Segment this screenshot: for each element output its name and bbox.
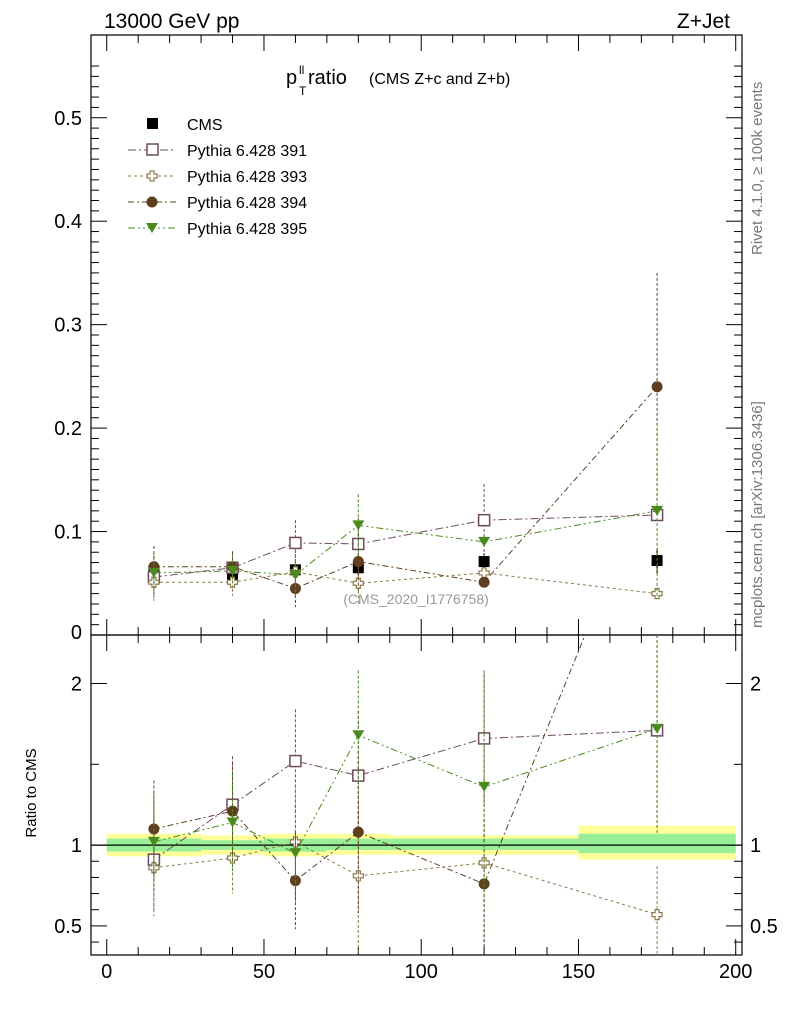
series-point-391-2 xyxy=(289,536,302,550)
legend-marker-391 xyxy=(146,143,159,156)
legend-label-395: Pythia 6.428 395 xyxy=(187,221,307,238)
header-process-label: Z+Jet xyxy=(677,10,730,33)
series-point-393-4 xyxy=(478,567,490,579)
ratio-y-tick-label-r-1: 1 xyxy=(750,835,761,857)
x-tick-label-2: 100 xyxy=(405,961,438,983)
legend-entry-394: Pythia 6.428 394 xyxy=(128,195,307,212)
ratio-point-393-4 xyxy=(478,857,490,869)
legend-label-393: Pythia 6.428 393 xyxy=(187,169,307,186)
x-tick-label-4: 200 xyxy=(719,961,752,983)
ratio-point-395-0 xyxy=(147,836,160,847)
ratio-point-395-2 xyxy=(289,848,302,859)
legend-entry-391: Pythia 6.428 391 xyxy=(128,143,307,160)
series-point-394-2 xyxy=(289,582,301,594)
main-y-tick-label-4: 0.4 xyxy=(54,211,82,233)
side-label-mcplots: mcplots.cern.ch [arXiv:1306.3436] xyxy=(749,401,766,628)
title-subscript: T xyxy=(299,84,307,98)
series-point-394-4 xyxy=(478,576,490,588)
ratio-y-tick-label-r-2: 2 xyxy=(750,673,761,695)
ratio-point-391-2 xyxy=(289,754,302,768)
analysis-watermark: (CMS_2020_I1776758) xyxy=(343,591,489,607)
x-tick-label-0: 0 xyxy=(101,961,112,983)
ratio-point-393-3 xyxy=(352,870,364,882)
ratio-y-tick-label-l-0: 0.5 xyxy=(54,916,82,938)
series-line-394 xyxy=(153,386,658,589)
series-point-395-5 xyxy=(651,505,664,516)
legend-marker-394 xyxy=(146,196,158,208)
legend-label-394: Pythia 6.428 394 xyxy=(187,195,307,212)
main-y-tick-label-2: 0.2 xyxy=(54,418,82,440)
ratio-point-395-4 xyxy=(478,781,491,792)
ratio-axis-label: Ratio to CMS xyxy=(23,748,40,837)
legend-entry-393: Pythia 6.428 393 xyxy=(128,169,307,186)
title-ratio: ratio xyxy=(308,67,347,89)
legend-label-391: Pythia 6.428 391 xyxy=(187,143,307,160)
series-point-395-4 xyxy=(478,536,491,547)
title-subtitle: (CMS Z+c and Z+b) xyxy=(369,71,510,88)
ratio-point-395-1 xyxy=(226,817,239,828)
title-p: p xyxy=(286,67,297,89)
title-superscript: ll xyxy=(299,63,304,77)
series-line-393 xyxy=(153,571,658,595)
series-line-395 xyxy=(153,510,658,576)
legend: CMS Pythia 6.428 391 Pythia 6.428 393 Py… xyxy=(128,117,307,238)
band-green-5 xyxy=(578,833,736,854)
main-y-tick-label-5: 0.5 xyxy=(54,108,82,130)
ratio-line-393 xyxy=(153,841,658,916)
main-y-tick-label-0: 0 xyxy=(71,622,82,644)
series-point-394-3 xyxy=(352,556,364,568)
legend-marker-395 xyxy=(146,223,158,233)
ratio-y-tick-label-l-2: 2 xyxy=(71,673,82,695)
legend-entry-395: Pythia 6.428 395 xyxy=(128,221,307,238)
main-y-tick-label-3: 0.3 xyxy=(54,315,82,337)
plot-marks xyxy=(147,272,664,954)
legend-entry-cms: CMS xyxy=(147,117,223,134)
ratio-panel-frame xyxy=(90,634,743,956)
series-line-391 xyxy=(153,514,658,578)
ratio-point-395-3 xyxy=(352,730,365,741)
x-tick-label-1: 50 xyxy=(253,961,275,983)
axes: 0 50 100 150 200 0 0.1 0.2 0.3 0.4 0.5 0.5 0.5 1 1 2 2 xyxy=(54,34,778,983)
legend-marker-cms xyxy=(147,118,158,129)
ratio-line-395 xyxy=(153,728,658,854)
series-point-395-0 xyxy=(147,567,160,578)
series-point-394-5 xyxy=(651,381,663,393)
x-tick-label-3: 150 xyxy=(562,961,595,983)
ratio-line-394 xyxy=(153,635,586,885)
side-label-rivet: Rivet 4.1.0, ≥ 100k events xyxy=(749,82,766,255)
main-y-tick-label-1: 0.1 xyxy=(54,522,82,544)
ratio-y-tick-label-r-0: 0.5 xyxy=(750,916,778,938)
cms-point-4 xyxy=(478,556,490,568)
ratio-uncertainty-bands xyxy=(91,825,742,860)
series-point-395-2 xyxy=(289,570,302,580)
chart-title: p ll T ratio (CMS Z+c and Z+b) xyxy=(286,63,510,98)
ratio-point-393-5 xyxy=(651,908,663,921)
ratio-y-tick-label-l-1: 1 xyxy=(71,835,82,857)
ratio-line-391 xyxy=(153,729,658,861)
ratio-point-394-3 xyxy=(352,826,364,838)
series-point-391-4 xyxy=(477,513,491,527)
header-energy-label: 13000 GeV pp xyxy=(104,10,239,33)
ratio-point-395-5 xyxy=(651,723,664,734)
series-point-395-3 xyxy=(352,520,365,531)
legend-label-cms: CMS xyxy=(187,117,223,134)
series-point-395-1 xyxy=(226,565,239,576)
legend-marker-393 xyxy=(146,170,158,182)
